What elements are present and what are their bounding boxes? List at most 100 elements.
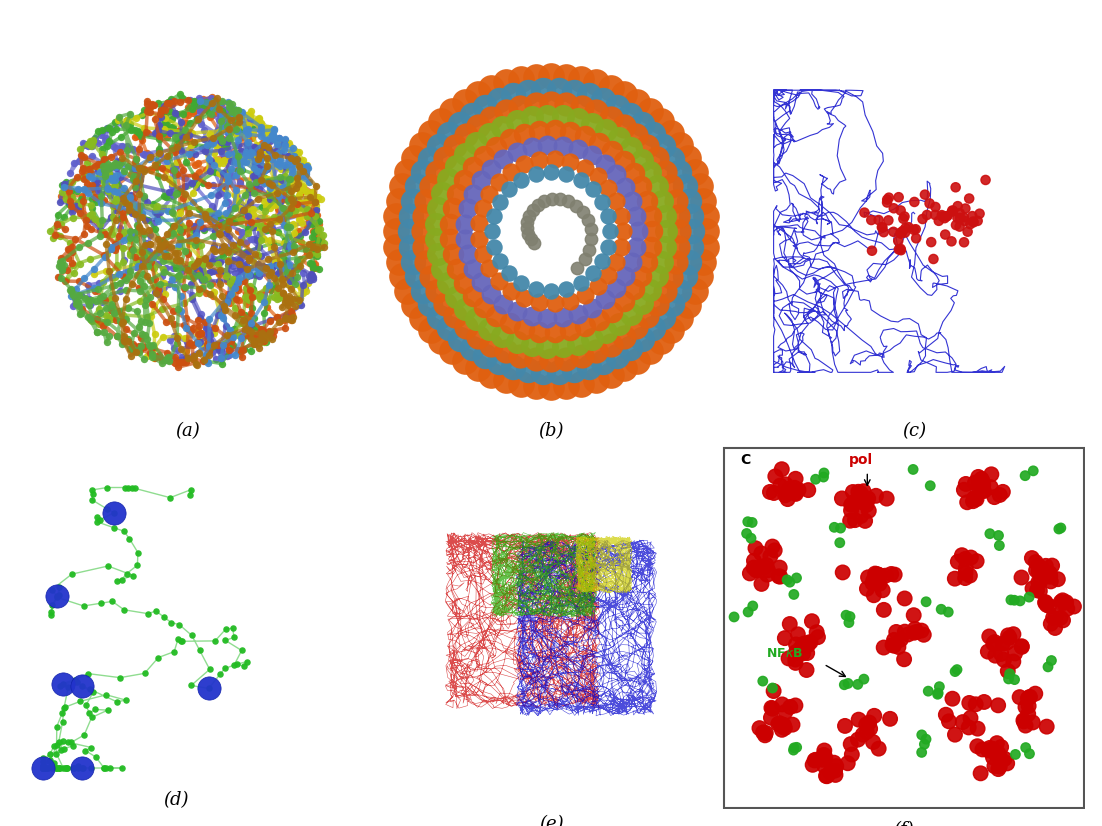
Point [119,264,137,278]
Point [172,125,190,138]
Point [158,240,175,254]
Point [86,703,104,716]
Point [696,210,714,223]
Point [259,151,277,164]
Point [193,326,210,339]
Point [177,344,195,358]
Circle shape [775,723,789,737]
Point [449,263,466,276]
Circle shape [883,711,897,726]
Circle shape [960,216,970,225]
Point [159,95,176,108]
Point [75,183,93,196]
Point [134,268,152,281]
Point [277,292,294,305]
Point [214,297,231,311]
Point [213,109,230,122]
Point [682,240,700,253]
Point [247,248,264,261]
Point [203,199,220,212]
Point [190,112,207,126]
Point [276,218,293,231]
Point [257,335,274,348]
Point [247,154,264,167]
Point [134,244,152,257]
Point [139,607,156,620]
Circle shape [923,686,933,695]
Point [137,236,154,249]
Point [111,315,129,328]
Point [214,107,231,121]
Point [212,228,229,241]
Point [250,112,268,125]
Point [171,355,188,368]
Point [237,149,255,162]
Point [136,192,153,205]
Point [276,233,293,246]
Point [282,240,300,253]
Circle shape [789,637,803,652]
Point [569,337,586,350]
Point [78,220,96,233]
Circle shape [1006,596,1016,605]
Point [132,245,150,259]
Point [172,289,190,302]
Point [162,240,180,254]
Point [141,106,159,119]
Point [291,229,309,242]
Point [108,161,126,174]
Circle shape [789,743,799,752]
Point [261,121,279,135]
Point [141,347,159,360]
Point [270,254,288,267]
Circle shape [973,766,987,781]
Point [280,230,298,244]
Circle shape [840,680,849,690]
Point [261,259,279,273]
Point [463,341,480,354]
Point [107,203,125,216]
Point [576,288,594,301]
Point [429,284,446,297]
Point [490,356,508,369]
Point [633,269,650,282]
Point [271,159,289,173]
Point [86,284,104,297]
Point [204,97,222,110]
Circle shape [763,549,778,563]
Point [165,645,183,658]
Point [444,248,462,261]
Point [591,136,608,150]
Point [130,346,148,359]
Point [497,76,515,89]
Point [79,236,97,249]
Point [231,214,249,227]
Point [193,208,210,221]
Point [409,270,426,283]
Point [579,213,596,226]
Point [263,221,281,235]
Point [125,202,142,216]
Point [190,324,207,337]
Point [46,229,64,242]
Point [676,179,693,192]
Point [573,100,591,113]
Point [483,112,500,125]
Point [229,112,247,126]
Point [95,167,112,180]
Circle shape [756,560,770,574]
Point [234,330,251,344]
Point [596,292,614,306]
Point [121,224,139,237]
Circle shape [845,497,860,512]
Point [241,198,259,211]
Point [116,189,133,202]
Circle shape [1020,743,1030,752]
Point [175,125,193,138]
Circle shape [850,493,864,508]
Point [145,351,163,364]
Point [644,225,661,238]
Circle shape [985,750,1001,765]
Point [304,235,322,249]
Point [294,286,312,299]
